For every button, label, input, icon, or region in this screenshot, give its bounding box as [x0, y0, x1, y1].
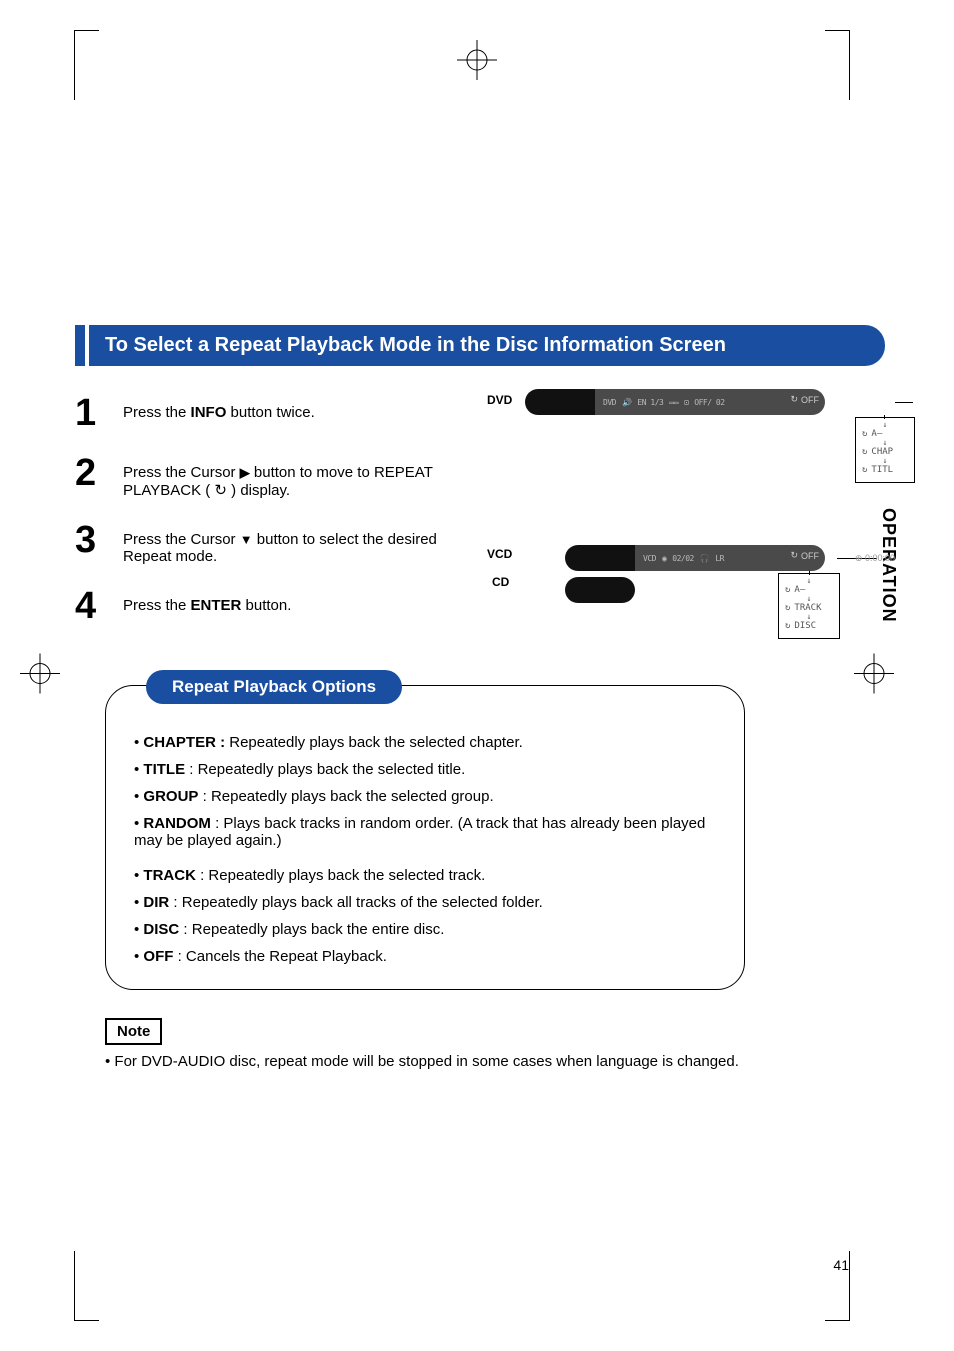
options-title: Repeat Playback Options	[146, 670, 402, 704]
crop-mark	[849, 30, 874, 100]
crop-mark	[849, 1251, 874, 1321]
crop-mark	[50, 30, 75, 100]
headphone-icon: 🎧	[700, 554, 709, 563]
step-number: 3	[75, 521, 123, 559]
option-random: • RANDOM : Plays back tracks in random o…	[134, 815, 716, 849]
option-title: • TITLE : Repeatedly plays back the sele…	[134, 761, 716, 778]
osd-dvd-callout: ↓ ↻A– ↓ ↻CHAP ↓ ↻TITL	[855, 417, 915, 483]
repeat-icon: ↻	[790, 550, 798, 561]
lead-line	[809, 571, 810, 575]
repeat-icon: ↻	[785, 603, 790, 613]
option-disc: • DISC : Repeatedly plays back the entir…	[134, 921, 716, 938]
repeat-icon: ↻	[862, 447, 867, 457]
crop-mark	[50, 1251, 75, 1321]
registration-mark-icon	[20, 653, 60, 698]
registration-mark-icon	[457, 40, 497, 85]
step-number: 1	[75, 394, 123, 432]
note-label: Note	[105, 1018, 162, 1045]
step-text: Press the ENTER button.	[123, 587, 291, 614]
osd-dvd-label: DVD	[487, 393, 512, 407]
lead-line	[884, 415, 885, 419]
step-text: Press the Cursor ▶ button to move to REP…	[123, 454, 433, 499]
page-number: 41	[833, 1257, 849, 1273]
note-block: Note • For DVD-AUDIO disc, repeat mode w…	[105, 1018, 885, 1070]
option-chapter: • CHAPTER : Repeatedly plays back the se…	[134, 734, 716, 751]
osd-diagram-area: DVD DVD 🔊 EN 1/3 ▭▭ ⊡ OFF/ 02 ↻OFF ↓	[525, 389, 895, 603]
repeat-icon: ↻	[214, 481, 227, 499]
osd-dvd-bar: DVD 🔊 EN 1/3 ▭▭ ⊡ OFF/ 02 ↻OFF	[525, 389, 825, 415]
steps-block: 1 Press the INFO button twice. 2 Press t…	[75, 394, 885, 625]
repeat-options-panel: Repeat Playback Options • CHAPTER : Repe…	[105, 685, 745, 990]
heading-text: To Select a Repeat Playback Mode in the …	[89, 325, 885, 366]
option-track: • TRACK : Repeatedly plays back the sele…	[134, 867, 716, 884]
disc-icon: ◉	[662, 554, 666, 563]
audio-icon: 🔊	[622, 398, 631, 407]
osd-vcd-callout: ↓ ↻A– ↓ ↻TRACK ↓ ↻DISC	[778, 573, 840, 639]
step-text: Press the INFO button twice.	[123, 394, 315, 421]
step-number: 2	[75, 454, 123, 492]
section-heading: To Select a Repeat Playback Mode in the …	[75, 325, 885, 366]
cursor-down-icon: ▼	[240, 532, 253, 547]
heading-accent	[75, 325, 85, 366]
step-text: Press the Cursor ▼ button to select the …	[123, 521, 463, 565]
repeat-icon: ↻	[862, 429, 867, 439]
subtitle-icon: ⊡	[684, 398, 688, 407]
repeat-icon: ↻	[862, 465, 867, 475]
option-dir: • DIR : Repeatedly plays back all tracks…	[134, 894, 716, 911]
repeat-icon: ↻	[785, 621, 790, 631]
repeat-icon: ↻	[785, 585, 790, 595]
repeat-icon: ↻	[790, 394, 798, 405]
osd-cd-label: CD	[492, 575, 509, 589]
osd-vcd-bar: VCD ◉ 02/02 🎧 LR ↻OFF	[565, 545, 825, 571]
option-off: • OFF : Cancels the Repeat Playback.	[134, 948, 716, 965]
option-group: • GROUP : Repeatedly plays back the sele…	[134, 788, 716, 805]
lead-line	[895, 402, 913, 403]
note-body: • For DVD-AUDIO disc, repeat mode will b…	[105, 1053, 885, 1070]
step-number: 4	[75, 587, 123, 625]
cursor-right-icon: ▶	[240, 465, 250, 480]
time-icon: ⊕ 0:00:00	[855, 553, 895, 564]
osd-vcd-label: VCD	[487, 547, 512, 561]
page-content: To Select a Repeat Playback Mode in the …	[75, 100, 885, 1070]
dolby-icon: ▭▭	[669, 398, 678, 407]
osd-cd-pill	[565, 577, 635, 603]
